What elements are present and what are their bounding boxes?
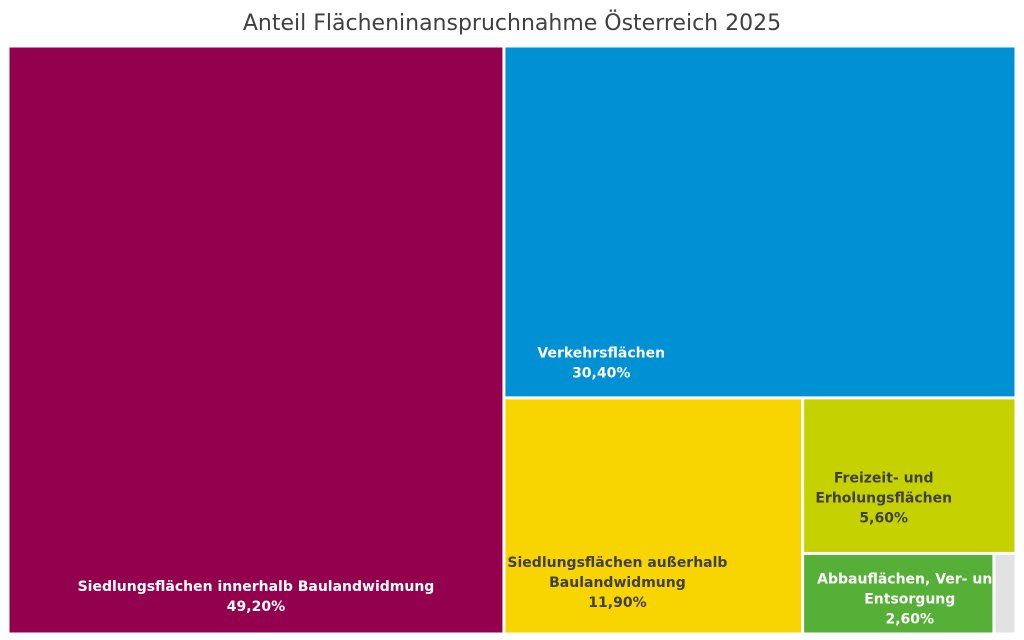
value-label-freizeit-und-erholungsflaechen: 5,60% [859, 510, 908, 526]
tile-freizeit-und-erholungsflaechen [804, 399, 1015, 552]
category-label-abbauflaechen-ver-und-entsorgung: Entsorgung [864, 592, 955, 608]
category-label-freizeit-und-erholungsflaechen: Freizeit- und [834, 470, 934, 486]
value-label-abbauflaechen-ver-und-entsorgung: 2,60% [885, 612, 934, 628]
tile-siedlungsflaechen-ausserhalb-baulandwidmung [505, 399, 802, 633]
tile-abbauflaechen-ver-und-entsorgung [804, 554, 993, 633]
value-label-siedlungsflaechen-ausserhalb-baulandwidmung: 11,90% [588, 595, 646, 611]
category-label-abbauflaechen-ver-und-entsorgung: Abbauflächen, Ver- und [817, 572, 1002, 588]
chart-title: Anteil Flächeninanspruchnahme Österreich… [243, 10, 781, 36]
treemap-tiles: Siedlungsflächen innerhalb Baulandwidmun… [9, 47, 1015, 633]
tile-other [995, 554, 1015, 633]
tile-verkehrsflaechen [505, 47, 1015, 397]
category-label-siedlungsflaechen-ausserhalb-baulandwidmung: Baulandwidmung [549, 575, 686, 591]
category-label-siedlungsflaechen-innerhalb-baulandwidmung: Siedlungsflächen innerhalb Baulandwidmun… [78, 579, 435, 595]
tile-siedlungsflaechen-innerhalb-baulandwidmung [9, 47, 503, 633]
value-label-siedlungsflaechen-innerhalb-baulandwidmung: 49,20% [227, 599, 285, 615]
category-label-siedlungsflaechen-ausserhalb-baulandwidmung: Siedlungsflächen außerhalb [507, 555, 727, 571]
value-label-verkehrsflaechen: 30,40% [572, 366, 630, 382]
category-label-verkehrsflaechen: Verkehrsflächen [537, 346, 665, 362]
category-label-freizeit-und-erholungsflaechen: Erholungsflächen [815, 490, 952, 506]
